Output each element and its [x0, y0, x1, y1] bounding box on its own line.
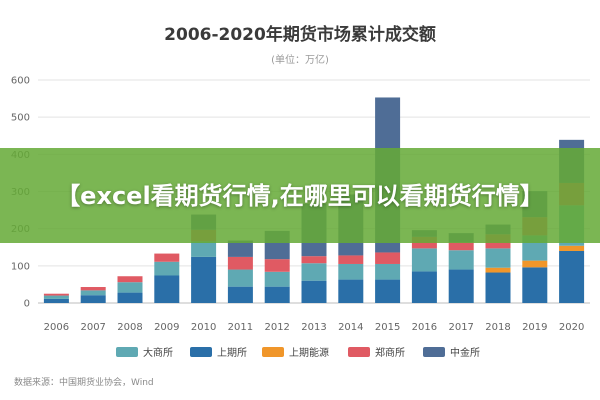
bar-segment: [154, 275, 180, 303]
bar-segment: [43, 298, 69, 303]
chart-title: 2006-2020年期货市场累计成交额: [164, 25, 436, 45]
x-tick-label: 2006: [44, 322, 69, 333]
bar-segment: [338, 255, 364, 264]
legend-label: 郑商所: [375, 346, 405, 359]
x-tick-label: 2019: [522, 322, 547, 333]
bar-segment: [411, 248, 437, 272]
legend-swatch: [190, 347, 212, 357]
bar-segment: [448, 242, 474, 251]
bar-segment: [191, 256, 217, 303]
bar-segment: [301, 263, 327, 281]
bar-segment: [375, 279, 401, 303]
bar-segment: [338, 263, 364, 280]
bar-segment: [227, 286, 253, 303]
source-note: 数据来源：中国期货业协会，Wind: [14, 378, 154, 388]
legend-label: 上期所: [217, 347, 247, 359]
banner-text: 【excel看期货行情,在哪里可以看期货行情】: [56, 181, 544, 210]
bar-segment: [448, 250, 474, 270]
y-tick-label: 500: [11, 113, 30, 124]
bar-segment: [485, 248, 511, 268]
x-tick-label: 2017: [448, 322, 473, 333]
bar-segment: [80, 287, 106, 291]
legend-swatch: [423, 347, 445, 357]
bar-segment: [227, 240, 253, 257]
x-tick-label: 2012: [264, 322, 289, 333]
bar-segment: [264, 271, 290, 287]
bar-segment: [301, 280, 327, 303]
bar-segment: [154, 253, 180, 262]
legend-label: 上期能源: [289, 346, 329, 359]
y-tick-label: 600: [11, 76, 30, 87]
bar-segment: [375, 252, 401, 264]
x-tick-label: 2010: [191, 322, 216, 333]
bar-segment: [43, 295, 69, 299]
bar-segment: [448, 269, 474, 303]
bar-segment: [43, 293, 69, 296]
bar-segment: [227, 256, 253, 270]
x-tick-label: 2015: [375, 322, 400, 333]
bar-segment: [264, 286, 290, 303]
x-tick-label: 2008: [117, 322, 142, 333]
bar-segment: [191, 241, 217, 257]
bar-segment: [559, 250, 585, 303]
bar-segment: [80, 290, 106, 296]
bar-segment: [80, 295, 106, 303]
bar-segment: [227, 269, 253, 287]
chart-subtitle: (单位：万亿): [271, 55, 329, 66]
x-tick-label: 2014: [338, 322, 363, 333]
bar-segment: [264, 259, 290, 272]
x-tick-label: 2011: [228, 322, 253, 333]
x-tick-label: 2007: [80, 322, 105, 333]
bar-segment: [411, 271, 437, 303]
x-tick-label: 2013: [301, 322, 326, 333]
bar-segment: [375, 263, 401, 280]
y-tick-label: 100: [11, 261, 30, 272]
legend-label: 中金所: [450, 346, 480, 359]
y-tick-label: 0: [24, 299, 30, 310]
bar-segment: [522, 267, 548, 303]
bar-segment: [117, 282, 143, 293]
x-tick-label: 2020: [559, 322, 584, 333]
x-tick-label: 2018: [485, 322, 510, 333]
overlay-banner: 【excel看期货行情,在哪里可以看期货行情】: [0, 148, 600, 243]
bar-segment: [485, 267, 511, 273]
bar-segment: [522, 260, 548, 268]
bar-segment: [117, 292, 143, 303]
bar-segment: [485, 272, 511, 303]
legend-swatch: [116, 347, 138, 357]
bar-segment: [154, 261, 180, 276]
bar-segment: [301, 256, 327, 264]
bar-segment: [338, 279, 364, 303]
legend-swatch: [348, 347, 370, 357]
x-tick-label: 2016: [412, 322, 437, 333]
legend-label: 大商所: [143, 346, 173, 359]
legend-swatch: [262, 347, 284, 357]
bar-segment: [559, 245, 585, 251]
x-tick-label: 2009: [154, 322, 179, 333]
bar-segment: [117, 276, 143, 283]
